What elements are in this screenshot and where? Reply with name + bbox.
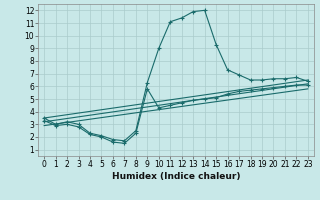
X-axis label: Humidex (Indice chaleur): Humidex (Indice chaleur) xyxy=(112,172,240,181)
